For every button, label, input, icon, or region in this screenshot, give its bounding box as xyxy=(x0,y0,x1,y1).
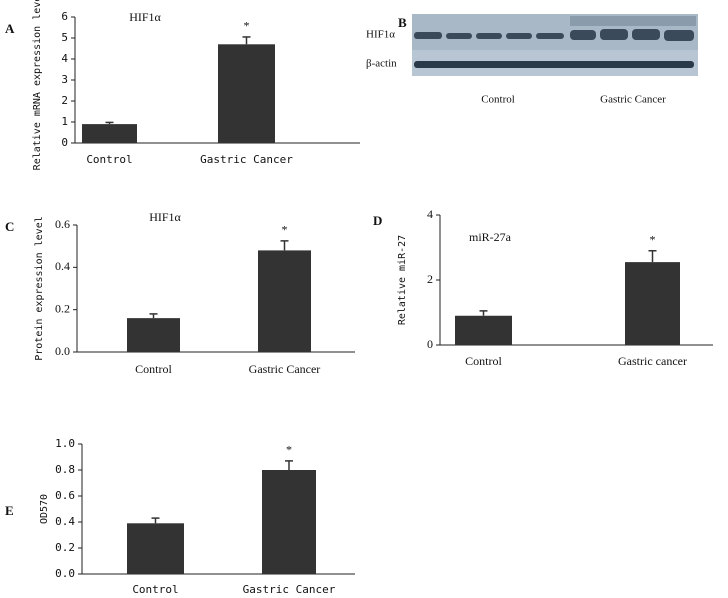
y-tick-label: 0 xyxy=(61,136,68,149)
y-tick-label: 0.4 xyxy=(55,259,70,273)
y-tick-label: 1 xyxy=(61,115,68,128)
bar xyxy=(218,44,275,143)
bar xyxy=(82,124,137,143)
y-tick-label: 6 xyxy=(61,10,68,23)
row-label: HIF1α xyxy=(366,29,395,41)
bar xyxy=(258,250,311,352)
y-axis-label: Protein expression level xyxy=(34,216,45,361)
bar xyxy=(455,315,512,345)
bar xyxy=(262,470,316,574)
chart-panel: E OD570 0.0 0.2 0.4 0.6 0.8 1.0 Control Gastric C… xyxy=(5,437,355,596)
bar xyxy=(127,523,184,574)
y-tick-label: 2 xyxy=(427,272,433,286)
bar xyxy=(625,262,680,345)
significance-mark: * xyxy=(282,223,288,237)
group-label: Gastric Cancer xyxy=(600,94,666,106)
y-tick-label: 0 xyxy=(427,337,433,351)
panel-letter: C xyxy=(5,219,14,234)
chart-title: HIF1α xyxy=(149,210,181,224)
y-tick-label: 5 xyxy=(61,31,68,44)
panel-letter: E xyxy=(5,503,14,518)
y-tick-label: 2 xyxy=(61,94,68,107)
y-axis-label: Relative mRNA expression level xyxy=(32,0,43,170)
western-blot: B HIF1α β-actin Control Gastric Cancer xyxy=(366,14,698,106)
chart-panel: A HIF1α Relative mRNA expression level 0 1 2 3… xyxy=(5,0,360,170)
x-tick-label: Control xyxy=(465,354,502,368)
y-tick-label: 3 xyxy=(61,73,68,86)
significance-mark: * xyxy=(244,19,250,33)
actin-bands xyxy=(414,61,694,68)
y-tick-label: 4 xyxy=(61,52,68,65)
x-tick-label: Gastric Cancer xyxy=(249,362,321,376)
chart-title: miR-27a xyxy=(469,230,512,244)
panel-letter: A xyxy=(5,21,15,36)
chart-title: HIF1α xyxy=(129,10,161,24)
x-tick-label: Gastric cancer xyxy=(618,354,687,368)
y-axis-label: OD570 xyxy=(39,494,50,524)
panel-letter: D xyxy=(373,213,382,228)
panel-letter: B xyxy=(398,15,407,30)
y-tick-label: 0.4 xyxy=(55,515,75,528)
y-tick-label: 0.6 xyxy=(55,217,70,231)
x-tick-label: Control xyxy=(86,153,132,166)
x-tick-label: Gastric Cancer xyxy=(243,583,336,596)
y-tick-label: 0.0 xyxy=(55,344,70,358)
group-label: Control xyxy=(481,94,515,106)
x-tick-label: Control xyxy=(132,583,178,596)
bar xyxy=(127,318,180,352)
y-tick-label: 0.2 xyxy=(55,301,70,315)
x-tick-label: Control xyxy=(135,362,172,376)
x-tick-label: Gastric Cancer xyxy=(200,153,293,166)
y-tick-label: 1.0 xyxy=(55,437,75,450)
significance-mark: * xyxy=(286,443,292,457)
significance-mark: * xyxy=(650,233,656,247)
y-tick-label: 0.0 xyxy=(55,567,75,580)
row-label: β-actin xyxy=(366,58,397,70)
y-tick-label: 0.2 xyxy=(55,541,75,554)
hif1a-bands xyxy=(414,16,696,41)
y-tick-label: 0.8 xyxy=(55,463,75,476)
y-axis-label: Relative miR-27 xyxy=(397,235,408,325)
y-tick-label: 4 xyxy=(427,207,433,221)
y-tick-label: 0.6 xyxy=(55,489,75,502)
chart-panel: C HIF1α Protein expression level 0.0 0.2 0.4 0… xyxy=(5,210,355,376)
